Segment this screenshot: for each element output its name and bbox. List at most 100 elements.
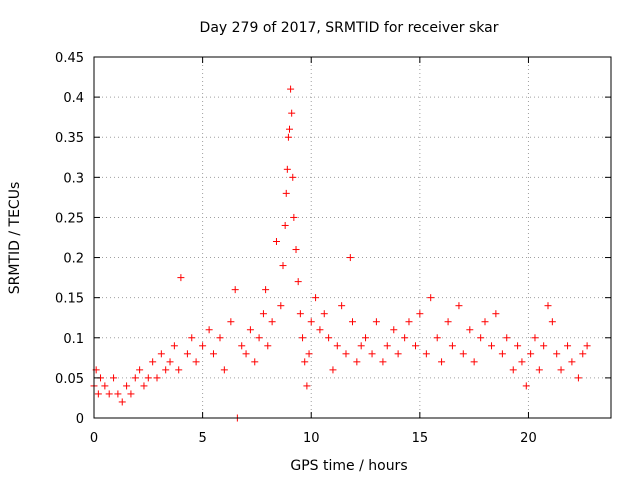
data-point [427,294,435,302]
data-point [287,85,295,93]
data-point [316,326,324,334]
data-point [466,326,474,334]
data-point [292,246,300,254]
data-point [368,350,376,358]
data-point [372,318,380,326]
data-point [288,109,296,117]
data-point [284,133,292,141]
data-point [416,310,424,318]
data-point [144,374,152,382]
y-tick-label: 0.35 [55,131,84,146]
data-point [281,221,289,229]
y-tick-label: 0.2 [63,252,84,267]
data-point [564,342,572,350]
data-point [459,350,467,358]
data-point [175,366,183,374]
data-point [170,342,178,350]
data-point [262,286,270,294]
data-point [110,374,118,382]
y-axis-label: SRMTID / TECUs [7,182,23,295]
data-point [283,165,291,173]
data-point [209,350,217,358]
data-point [362,334,370,342]
data-point [301,358,309,366]
data-point [136,366,144,374]
data-point [131,374,139,382]
data-point [579,350,587,358]
data-point [535,366,543,374]
x-tick-label: 0 [90,431,98,446]
data-point [307,318,315,326]
axis-ticks: 0 0.05 0.1 0.15 0.2 0.25 0.3 0.35 0.4 0.45 0 5 10 15 2… [55,51,611,446]
data-point [162,366,170,374]
data-point [481,318,489,326]
data-point [101,382,109,390]
data-point [177,274,185,282]
data-point [522,382,530,390]
data-point [242,350,250,358]
data-point [448,342,456,350]
data-point [548,318,556,326]
data-point [192,358,200,366]
x-tick-label: 20 [520,431,537,446]
data-point [259,310,267,318]
y-tick-label: 0.05 [55,372,84,387]
data-point [492,310,500,318]
data-point [216,334,224,342]
data-point [118,398,126,406]
data-point [553,350,561,358]
data-point [289,173,297,181]
data-point [518,358,526,366]
data-point [238,342,246,350]
data-point [188,334,196,342]
data-point [349,318,356,326]
data-point [220,366,228,374]
data-point [303,382,311,390]
y-tick-label: 0.3 [63,171,84,186]
data-point [540,342,548,350]
data-point [455,302,463,310]
data-point [509,366,517,374]
data-point [514,342,522,350]
data-point [401,334,409,342]
y-tick-label: 0.4 [63,91,84,106]
data-point [557,366,565,374]
data-point [231,286,239,294]
x-tick-label: 10 [303,431,320,446]
data-point [394,350,402,358]
data-point [527,350,535,358]
data-point [405,318,413,326]
data-point [583,342,591,350]
data-point [305,350,313,358]
grid-layer [94,57,611,418]
data-point [153,374,161,382]
y-tick-label: 0.45 [55,51,84,66]
x-tick-label: 5 [198,431,206,446]
data-point [294,278,302,286]
data-point [379,358,387,366]
data-point [498,350,506,358]
data-point [157,350,165,358]
y-tick-label: 0.1 [63,332,84,347]
data-point [205,326,213,334]
data-point [149,358,157,366]
data-point [574,374,582,382]
data-point [342,350,350,358]
data-point [296,310,304,318]
data-point [105,390,113,398]
data-point [299,334,307,342]
data-point [333,342,341,350]
data-point [183,350,191,358]
data-point [544,302,552,310]
data-point [279,262,287,270]
data-point [433,334,441,342]
data-point [227,318,235,326]
data-point [325,334,333,342]
data-point [568,358,576,366]
data-point [477,334,485,342]
y-tick-label: 0.15 [55,292,84,307]
data-point [438,358,446,366]
data-point [264,342,272,350]
y-tick-label: 0 [76,412,84,427]
